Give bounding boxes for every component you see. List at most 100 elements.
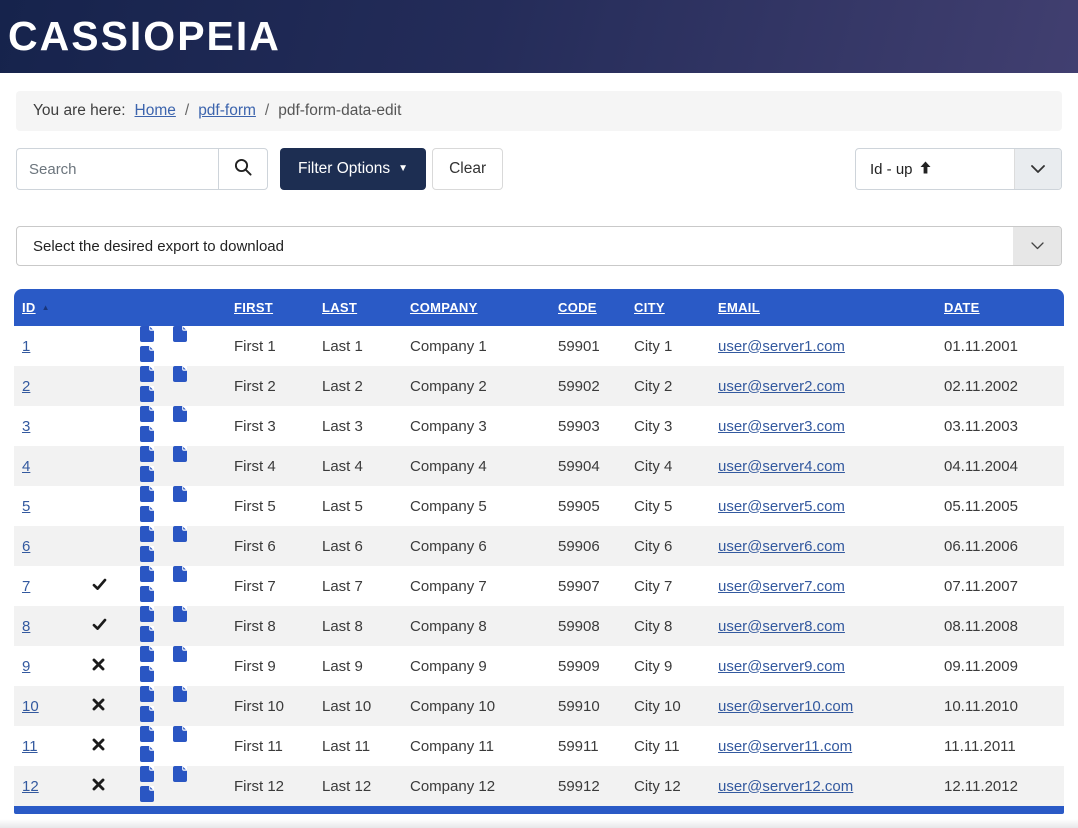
row-email-link[interactable]: user@server1.com — [718, 337, 845, 355]
row-email-link[interactable]: user@server10.com — [718, 697, 854, 715]
document-icon[interactable] — [173, 486, 188, 502]
cell-company: Company 2 — [410, 377, 487, 395]
chevron-down-icon[interactable] — [1014, 149, 1061, 189]
cell-city: City 9 — [634, 657, 673, 675]
document-icon[interactable] — [173, 526, 188, 542]
document-icon[interactable] — [173, 366, 188, 382]
cell-code: 59910 — [558, 697, 600, 715]
document-icon[interactable] — [140, 566, 154, 582]
row-id-link[interactable]: 1 — [22, 337, 31, 355]
export-select[interactable]: Select the desired export to download — [16, 226, 1062, 266]
document-icon[interactable] — [173, 566, 188, 582]
document-icon[interactable] — [173, 646, 188, 662]
document-icon[interactable] — [140, 426, 154, 442]
document-icon[interactable] — [173, 766, 188, 782]
document-icon[interactable] — [140, 606, 154, 622]
row-email-link[interactable]: user@server3.com — [718, 417, 845, 435]
document-icon[interactable] — [140, 326, 154, 342]
cell-company: Company 3 — [410, 417, 487, 435]
row-id-link[interactable]: 2 — [22, 377, 31, 395]
document-icon[interactable] — [140, 786, 154, 802]
row-id-link[interactable]: 9 — [22, 657, 31, 675]
column-header-city[interactable]: CITY — [626, 289, 710, 326]
row-email-link[interactable]: user@server8.com — [718, 617, 845, 635]
document-icon[interactable] — [140, 626, 154, 642]
column-header-date[interactable]: DATE — [936, 289, 1064, 326]
row-id-link[interactable]: 12 — [22, 777, 39, 795]
search-button[interactable] — [218, 148, 268, 190]
cell-code: 59903 — [558, 417, 600, 435]
cell-city: City 2 — [634, 377, 673, 395]
cell-last: Last 12 — [322, 777, 372, 795]
document-icon[interactable] — [140, 766, 154, 782]
document-icon[interactable] — [140, 646, 154, 662]
document-icon[interactable] — [140, 466, 154, 482]
column-header-company[interactable]: COMPANY — [402, 289, 550, 326]
row-email-link[interactable]: user@server2.com — [718, 377, 845, 395]
document-icon[interactable] — [173, 726, 188, 742]
row-id-link[interactable]: 11 — [22, 737, 38, 755]
row-email-link[interactable]: user@server9.com — [718, 657, 845, 675]
document-icon[interactable] — [173, 326, 188, 342]
document-icon[interactable] — [173, 606, 188, 622]
document-icon[interactable] — [140, 666, 154, 682]
cell-code: 59902 — [558, 377, 600, 395]
row-id-link[interactable]: 6 — [22, 537, 31, 555]
sort-order-label: Id - up — [870, 160, 913, 178]
document-icon[interactable] — [140, 706, 154, 722]
check-icon — [92, 578, 107, 595]
table-header: ID ▲ FIRST LAST COMPANY CODE CITY EMAIL D… — [14, 289, 1064, 326]
search-icon — [234, 158, 253, 180]
row-id-link[interactable]: 7 — [22, 577, 31, 595]
cell-company: Company 9 — [410, 657, 487, 675]
document-icon[interactable] — [173, 686, 188, 702]
document-icon[interactable] — [140, 586, 154, 602]
document-icon[interactable] — [140, 746, 154, 762]
table-bottom-bar — [14, 806, 1064, 814]
document-icon[interactable] — [140, 386, 154, 402]
cell-last: Last 5 — [322, 497, 363, 515]
clear-button[interactable]: Clear — [432, 148, 504, 190]
document-icon[interactable] — [140, 506, 154, 522]
row-id-link[interactable]: 5 — [22, 497, 31, 515]
column-header-email[interactable]: EMAIL — [710, 289, 936, 326]
document-icon[interactable] — [140, 726, 154, 742]
table-row: 7 — [14, 566, 1064, 606]
row-email-link[interactable]: user@server12.com — [718, 777, 854, 795]
column-header-code[interactable]: CODE — [550, 289, 626, 326]
document-icon[interactable] — [140, 446, 154, 462]
document-icon[interactable] — [173, 406, 188, 422]
document-icon[interactable] — [140, 526, 154, 542]
cell-first: First 4 — [234, 457, 276, 475]
sort-order-select[interactable]: Id - up — [855, 148, 1062, 190]
row-email-link[interactable]: user@server4.com — [718, 457, 845, 475]
cross-icon — [92, 778, 105, 795]
column-header-last[interactable]: LAST — [314, 289, 402, 326]
row-email-link[interactable]: user@server7.com — [718, 577, 845, 595]
filter-options-button[interactable]: Filter Options ▼ — [280, 148, 427, 190]
row-email-link[interactable]: user@server11.com — [718, 737, 853, 755]
row-id-link[interactable]: 8 — [22, 617, 31, 635]
document-icon[interactable] — [140, 406, 154, 422]
row-id-link[interactable]: 10 — [22, 697, 39, 715]
document-icon[interactable] — [140, 686, 154, 702]
column-header-first[interactable]: FIRST — [226, 289, 314, 326]
document-icon[interactable] — [140, 546, 154, 562]
cell-date: 04.11.2004 — [944, 457, 1018, 475]
search-input[interactable] — [16, 148, 218, 190]
table-row: 8 — [14, 606, 1064, 646]
breadcrumb-link-pdf-form[interactable]: pdf-form — [198, 102, 256, 119]
document-icon[interactable] — [173, 446, 188, 462]
document-icon[interactable] — [140, 346, 154, 362]
row-id-link[interactable]: 4 — [22, 457, 31, 475]
chevron-down-icon[interactable] — [1013, 227, 1061, 265]
row-email-link[interactable]: user@server6.com — [718, 537, 845, 555]
column-header-id[interactable]: ID ▲ — [14, 289, 78, 326]
breadcrumb-link-home[interactable]: Home — [134, 102, 176, 119]
document-icon[interactable] — [140, 366, 154, 382]
breadcrumb-current: pdf-form-data-edit — [278, 102, 402, 119]
row-email-link[interactable]: user@server5.com — [718, 497, 845, 515]
cell-date: 05.11.2005 — [944, 497, 1018, 515]
row-id-link[interactable]: 3 — [22, 417, 31, 435]
document-icon[interactable] — [140, 486, 154, 502]
